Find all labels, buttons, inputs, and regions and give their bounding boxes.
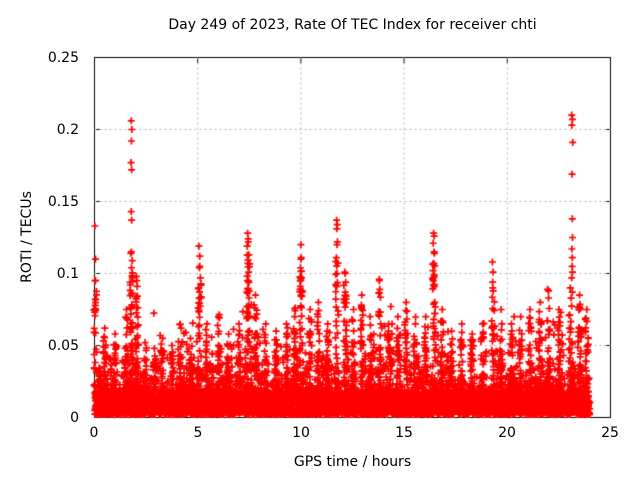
y-tick-label-005: 0.05 xyxy=(47,338,79,354)
y-tick-label-0: 0 xyxy=(70,410,79,426)
y-tick-label-01: 0.1 xyxy=(56,266,79,282)
y-tick-label-02: 0.2 xyxy=(56,122,79,138)
x-tick-label-20: 20 xyxy=(498,425,516,441)
y-tick-label-025: 0.25 xyxy=(47,50,79,66)
x-axis-label: GPS time / hours xyxy=(293,454,412,470)
chart-title: Day 249 of 2023, Rate Of TEC Index for r… xyxy=(168,17,537,33)
x-tick-label-25: 25 xyxy=(601,425,619,441)
x-tick-label-0: 0 xyxy=(89,425,99,441)
x-tick-label-5: 5 xyxy=(193,425,203,441)
x-tick-label-15: 15 xyxy=(395,425,413,441)
x-tick-label-10: 10 xyxy=(292,425,310,441)
y-tick-label-015: 0.15 xyxy=(47,194,79,210)
